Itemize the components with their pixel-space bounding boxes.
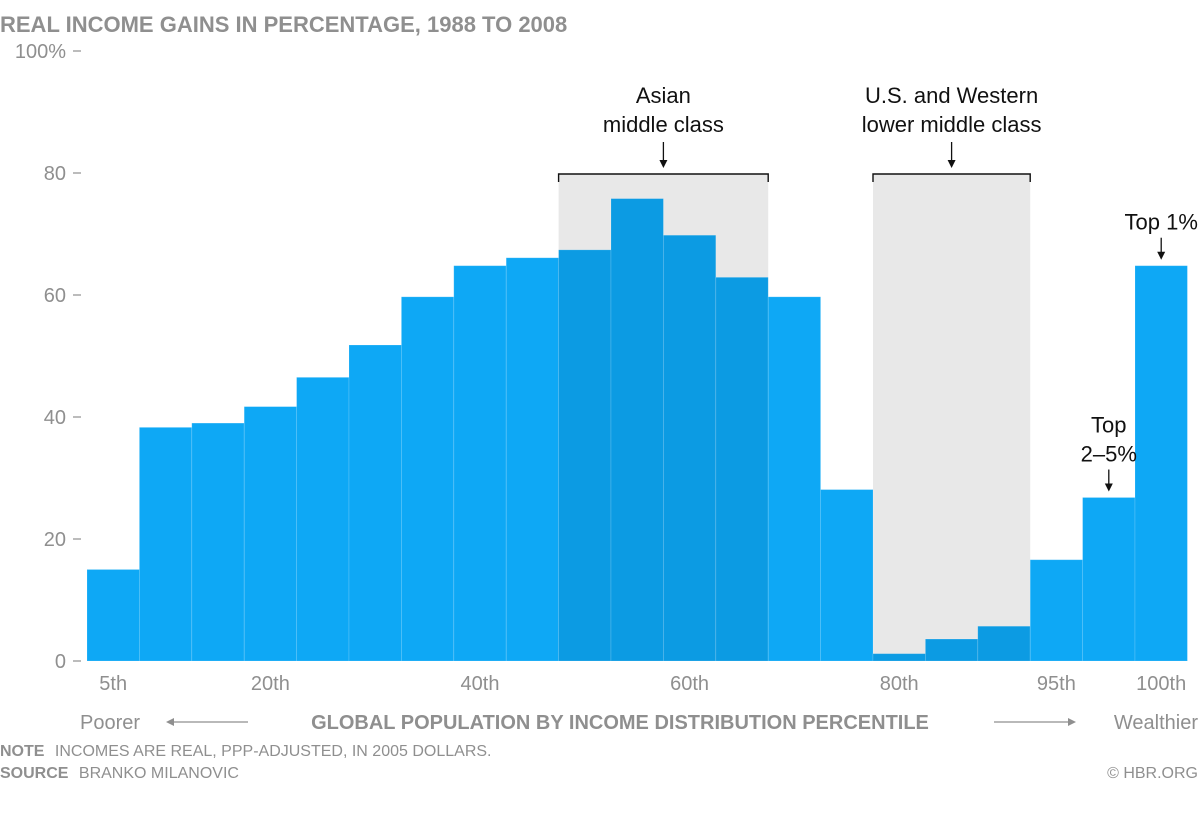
bar-5 [348,344,402,662]
bar-14 [820,489,874,662]
region-bracket [872,173,1031,182]
region-shade [873,174,1031,661]
x-tick-label: 40th [461,673,500,695]
x-tick-label: 100th [1136,673,1186,695]
point-label-line: Top [1091,413,1126,438]
y-tick-label: 40 [44,407,66,429]
note-text: INCOMES ARE REAL, PPP-ADJUSTED, IN 2005 … [55,743,492,760]
y-axis: 0 20 40 60 80 100% [15,41,81,673]
note-label: NOTE [0,743,45,760]
x-axis-title: GLOBAL POPULATION BY INCOME DISTRIBUTION… [311,712,929,734]
bar-17 [977,625,1031,662]
region-label-line: Asian [636,83,691,108]
region-arrow-head [659,160,668,168]
bar-18 [1029,559,1083,662]
bar-15 [872,653,926,662]
y-tick-label: 20 [44,529,66,551]
x-left-label: Poorer [80,712,140,734]
bar-12 [715,276,769,662]
y-tick-label: 0 [55,651,66,673]
bar-19 [1082,497,1136,662]
point-label-line: Top 1% [1125,210,1198,235]
point-label-line: 2–5% [1081,442,1137,467]
source-text: BRANKO MILANOVIC [79,765,239,782]
note-line: NOTE INCOMES ARE REAL, PPP-ADJUSTED, IN … [0,743,491,760]
bars [86,198,1188,662]
bar-20 [1134,265,1188,662]
region-label-line: U.S. and Western [865,83,1038,108]
bar-13 [767,296,822,662]
bar-4 [296,376,350,662]
x-tick-label: 20th [251,673,290,695]
bar-3 [243,406,297,662]
source-line: SOURCE BRANKO MILANOVIC [0,765,239,782]
bar-10 [610,198,664,662]
x-axis: 5th 20th 40th 60th 80th 95th 100th [99,673,1186,695]
x-right-arrow-head [1068,718,1076,726]
bar-6 [400,296,455,662]
bar-0 [86,569,140,662]
region-bracket [557,173,769,182]
bar-16 [925,638,979,662]
point-annotations: Top 2–5% Top 1% [1081,210,1198,492]
x-right-label: Wealthier [1114,712,1198,734]
point-arrow-head [1104,483,1113,492]
y-tick-label: 100% [15,41,66,63]
credit: © HBR.ORG [1107,765,1198,782]
region-annotations: Asian middle class U.S. and Western lower m… [557,83,1042,182]
bar-7 [453,265,507,662]
source-label: SOURCE [0,765,69,782]
bar-2 [191,422,245,662]
y-tick-label: 60 [44,285,66,307]
bar-9 [558,249,612,662]
x-tick-label: 80th [880,673,919,695]
bar-11 [663,234,717,662]
x-tick-label: 95th [1037,673,1076,695]
bar-8 [505,257,560,662]
region-label-line: middle class [603,112,724,137]
x-tick-label: 5th [99,673,127,695]
region-label-line: lower middle class [862,112,1042,137]
y-tick-label: 80 [44,163,66,185]
bar-1 [138,426,193,662]
point-arrow-head [1157,251,1166,260]
x-left-arrow-head [166,718,174,726]
x-tick-label: 60th [670,673,709,695]
region-arrow-head [947,160,956,168]
chart-title: REAL INCOME GAINS IN PERCENTAGE, 1988 TO… [0,12,567,37]
